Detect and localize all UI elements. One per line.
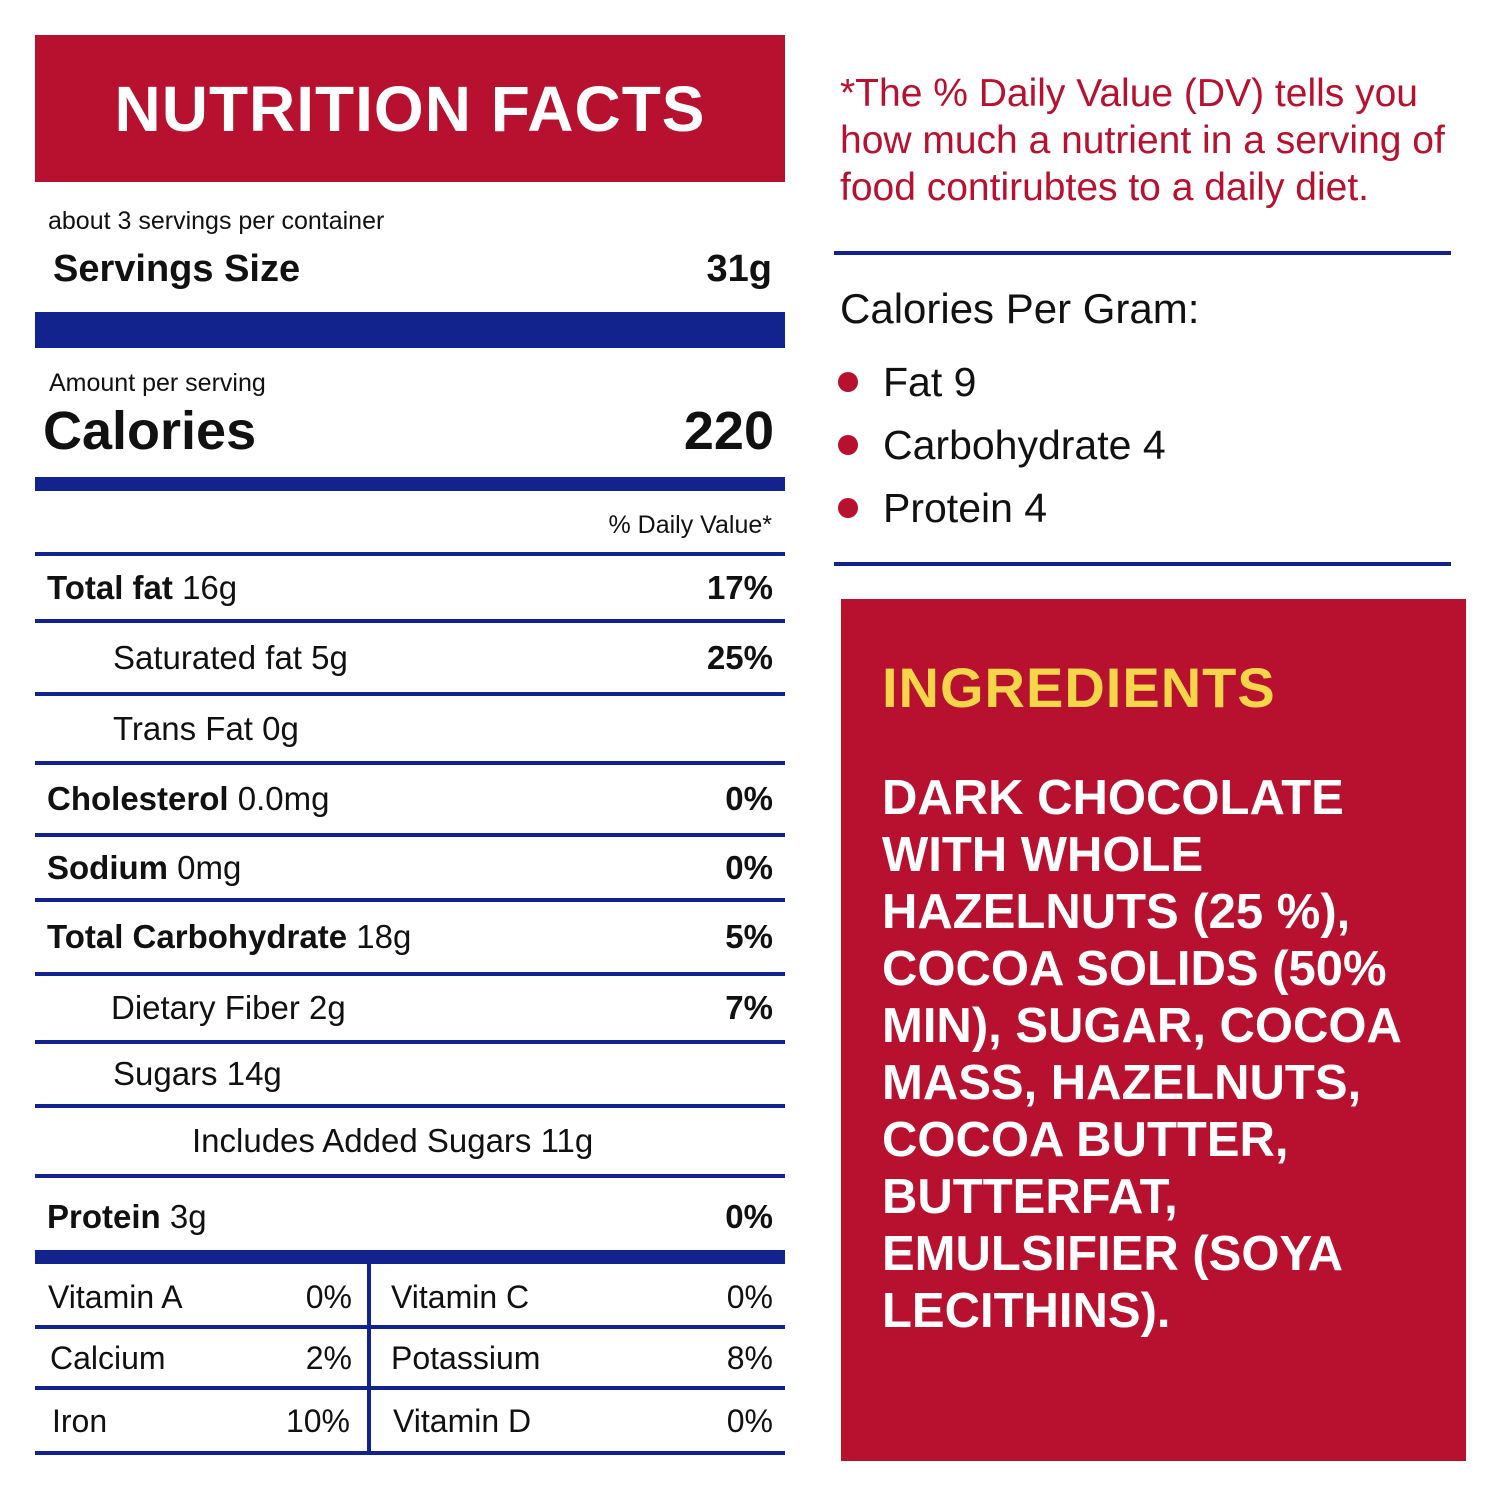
vitamin-name: Calcium <box>50 1340 166 1377</box>
nutrient-name: Total fat <box>47 569 173 606</box>
vitamin-name: Vitamin A <box>48 1279 183 1316</box>
nutrient-amount: 0.0mg <box>238 780 330 817</box>
nutrient-dv: 0% <box>725 849 785 887</box>
nutrient-name: Cholesterol <box>47 780 229 817</box>
medium-divider <box>35 1250 785 1264</box>
nutrient-dv: 17% <box>707 569 785 607</box>
calories-per-gram-item: Carbohydrate 4 <box>838 420 1166 470</box>
nutrient-row-sodium: Sodium 0mg 0% <box>35 837 785 899</box>
nutrient-row-added-sugars: Includes Added Sugars 11g <box>35 1108 785 1174</box>
amount-per-serving: Amount per serving <box>49 369 266 398</box>
thick-divider <box>35 312 785 348</box>
nutrient-amount: 0mg <box>177 849 241 886</box>
daily-value-note: *The % Daily Value (DV) tells you how mu… <box>840 70 1460 211</box>
calories-per-gram-text: Fat 9 <box>883 359 976 406</box>
medium-divider <box>35 477 785 491</box>
vitamin-cell-calcium: Calcium 2% <box>50 1329 352 1387</box>
nutrient-dv: 7% <box>725 989 785 1027</box>
nutrient-row-trans-fat: Trans Fat 0g <box>35 696 785 762</box>
divider <box>35 1174 785 1178</box>
vitamin-name: Iron <box>52 1403 107 1440</box>
nutrient-dv: 0% <box>725 1198 785 1236</box>
nutrient-row-dietary-fiber: Dietary Fiber 2g 7% <box>35 976 785 1040</box>
nutrient-row-protein: Protein 3g 0% <box>35 1182 785 1252</box>
nutrient-name: Saturated fat 5g <box>35 639 348 677</box>
nutrient-name: Dietary Fiber 2g <box>35 989 346 1027</box>
divider <box>35 1451 785 1455</box>
calories-per-gram-text: Protein 4 <box>883 485 1047 532</box>
nutrient-amount: 18g <box>356 918 411 955</box>
nutrient-dv: 5% <box>725 918 785 956</box>
calories-value: 220 <box>560 400 774 462</box>
vitamin-column-divider <box>367 1264 371 1454</box>
vitamin-value: 2% <box>306 1340 352 1377</box>
vitamin-cell-vitamin-d: Vitamin D 0% <box>393 1391 773 1451</box>
nutrient-name: Trans Fat 0g <box>35 710 299 748</box>
ingredients-title: INGREDIENTS <box>882 655 1276 720</box>
nutrient-row-saturated-fat: Saturated fat 5g 25% <box>35 623 785 693</box>
nutrient-row-total-carbohydrate: Total Carbohydrate 18g 5% <box>35 902 785 972</box>
nutrient-dv: 25% <box>707 639 785 677</box>
calories-per-gram-title: Calories Per Gram: <box>840 285 1199 333</box>
bullet-dot-icon <box>838 372 858 392</box>
divider <box>35 1386 785 1390</box>
bullet-dot-icon <box>838 498 858 518</box>
vitamin-name: Vitamin D <box>393 1403 531 1440</box>
divider <box>834 562 1451 566</box>
vitamin-value: 0% <box>727 1279 773 1316</box>
vitamin-name: Potassium <box>391 1340 540 1377</box>
nutrient-name: Protein <box>47 1198 161 1235</box>
serving-size-label: Servings Size <box>53 248 300 291</box>
ingredients-text: DARK CHOCOLATE WITH WHOLE HAZELNUTS (25 … <box>882 770 1442 1340</box>
vitamin-value: 10% <box>286 1403 350 1440</box>
nutrition-facts-title: NUTRITION FACTS <box>115 72 706 146</box>
calories-per-gram-text: Carbohydrate 4 <box>883 422 1166 469</box>
nutrient-name: Sugars 14g <box>35 1055 282 1093</box>
nutrient-name: Includes Added Sugars 11g <box>35 1122 593 1160</box>
calories-per-gram-item: Protein 4 <box>838 483 1047 533</box>
vitamin-cell-iron: Iron 10% <box>52 1391 350 1451</box>
servings-per-container: about 3 servings per container <box>48 207 384 236</box>
vitamin-cell-potassium: Potassium 8% <box>391 1329 773 1387</box>
serving-size-value: 31g <box>600 248 772 291</box>
vitamin-value: 8% <box>727 1340 773 1377</box>
vitamin-cell-vitamin-a: Vitamin A 0% <box>48 1268 352 1326</box>
nutrient-row-cholesterol: Cholesterol 0.0mg 0% <box>35 765 785 833</box>
nutrient-amount: 16g <box>182 569 237 606</box>
nutrient-amount: 3g <box>170 1198 207 1235</box>
nutrient-row-sugars: Sugars 14g <box>35 1044 785 1104</box>
daily-value-header: % Daily Value* <box>500 511 772 540</box>
vitamin-cell-vitamin-c: Vitamin C 0% <box>391 1268 773 1326</box>
nutrient-row-total-fat: Total fat 16g 17% <box>35 556 785 620</box>
nutrient-name: Total Carbohydrate <box>47 918 347 955</box>
calories-per-gram-item: Fat 9 <box>838 357 976 407</box>
vitamin-value: 0% <box>727 1403 773 1440</box>
bullet-dot-icon <box>838 435 858 455</box>
nutrient-dv: 0% <box>725 780 785 818</box>
nutrition-facts-header: NUTRITION FACTS <box>35 35 785 182</box>
divider <box>834 251 1451 255</box>
vitamin-name: Vitamin C <box>391 1279 529 1316</box>
nutrient-name: Sodium <box>47 849 168 886</box>
calories-label: Calories <box>43 400 256 462</box>
vitamin-value: 0% <box>306 1279 352 1316</box>
